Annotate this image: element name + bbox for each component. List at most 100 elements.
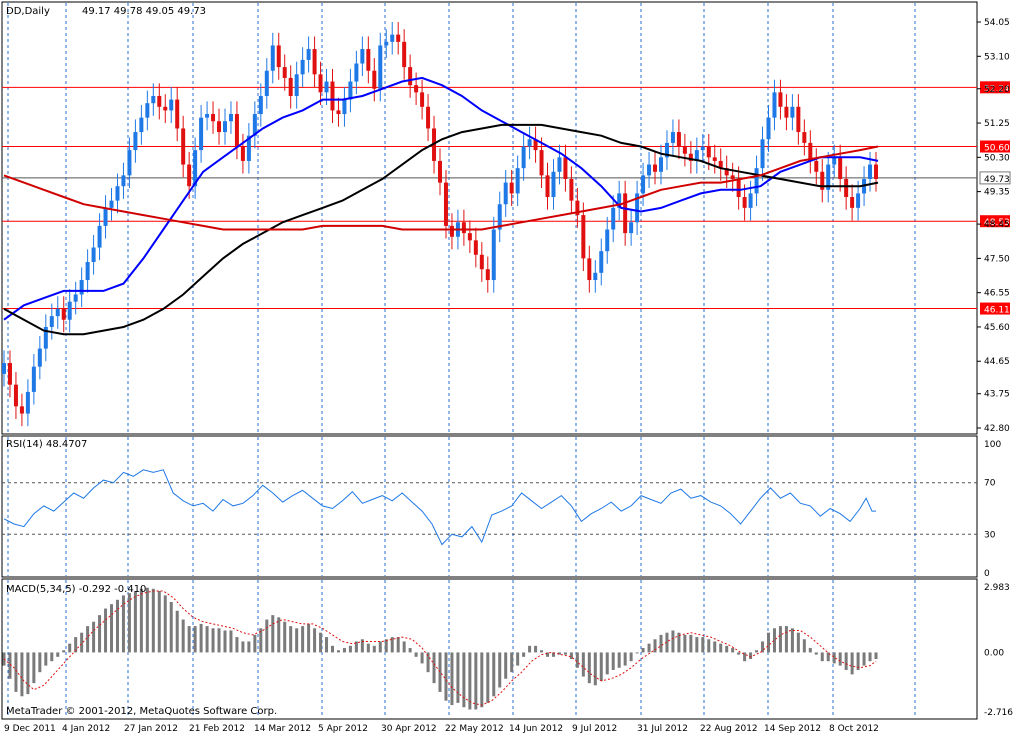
candle-body [838,157,843,179]
tick-label: 53.10 [984,52,1010,62]
tick-label: 52.20 [984,85,1010,95]
macd-bar [492,652,496,697]
macd-bar [319,632,323,653]
macd-bar [20,652,24,697]
candle-body [342,99,347,115]
candle-body [706,146,711,158]
candle-body [527,139,532,147]
candle-body [509,182,514,194]
macd-bar [569,652,573,660]
tick-label: 54.05 [984,18,1010,28]
candle-body [814,160,819,172]
macd-bar [169,601,173,653]
candle-body [55,308,60,317]
macd-bar [456,652,460,703]
macd-bar [498,652,502,688]
macd-bar [396,637,400,653]
candle-body [593,272,598,281]
candle-body [485,269,490,281]
candle-body [754,168,759,194]
candle-body [121,175,126,187]
candle-body [617,193,622,208]
candle-body [581,215,586,259]
candle-body [826,164,831,190]
candles [2,22,879,427]
price-panel-frame [1,1,978,435]
macd-bar [229,630,233,653]
macd-bar [32,652,36,684]
candle-body [760,139,765,169]
macd-bar [283,621,287,653]
candle-body [664,142,669,158]
candle-body [521,146,526,169]
candle-body [384,41,389,46]
macd-bar [432,652,436,684]
candle-body [557,157,562,172]
date-label: 30 Apr 2012 [381,724,437,734]
macd-bar [348,645,352,653]
moving-average-line [3,76,879,321]
price-axis: 54.05 53.10 52.20 51.25 50.30 49.35 48.45 47.50… [977,18,1010,434]
macd-bar [671,630,675,653]
candle-body [402,41,407,68]
candle-body [712,157,717,161]
macd-bar [510,652,514,673]
macd-bar [366,643,370,653]
macd-bar [599,652,603,681]
macd-bar [133,591,137,653]
candle-body [234,114,239,147]
candle-body [653,164,658,172]
candle-body [169,99,174,111]
macd-bar [593,652,597,686]
candle-body [306,49,311,60]
macd-bar [217,628,221,653]
candle-body [252,114,257,136]
macd-bar [713,641,717,653]
candle-body [193,150,198,187]
candle-body [312,49,317,75]
tick-label: 47.50 [984,254,1010,264]
tick-label: 42.80 [984,424,1010,434]
macd-bar [462,652,466,708]
macd-bar [223,630,227,653]
macd-bar [832,652,836,664]
candle-body [228,114,233,122]
macd-bar [772,628,776,653]
macd-bar [193,626,197,653]
candle-body [670,132,675,143]
macd-bar [360,639,364,653]
candle-body [658,157,663,172]
macd-bar [677,632,681,653]
candle-body [790,106,795,118]
macd-bar [38,652,42,673]
candle-body [676,132,681,147]
macd-bar [330,645,334,653]
macd-signal [3,590,877,706]
candle-body [802,132,807,143]
macd-bar [235,637,239,653]
macd-bar [826,652,830,662]
macd-bar [265,619,269,653]
candle-body [300,59,305,75]
macd-bar [199,623,203,653]
level-tag [980,81,1010,94]
candle-body [205,114,210,118]
tick-label: 100 [984,440,1001,450]
macd-bar [850,652,854,675]
candle-body [545,175,550,198]
candle-body [682,146,687,154]
macd-bar [426,652,430,673]
macd-bar [115,599,119,653]
macd-bar [205,626,209,653]
date-label: 8 Oct 2012 [829,724,879,734]
candle-body [31,366,36,392]
date-label: 22 May 2012 [445,724,504,734]
macd-bar [862,652,866,666]
macd-bar [534,645,538,653]
macd-bar [444,652,448,701]
macd-signal-line [3,590,877,706]
candle-body [246,135,251,161]
candle-body [211,114,216,122]
macd-bar [587,652,591,684]
